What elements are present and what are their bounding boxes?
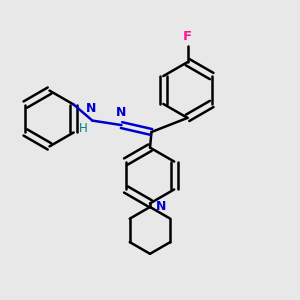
Text: N: N bbox=[116, 106, 127, 118]
Text: N: N bbox=[86, 102, 96, 115]
Text: N: N bbox=[155, 200, 166, 213]
Text: H: H bbox=[79, 122, 88, 135]
Text: F: F bbox=[183, 30, 192, 43]
